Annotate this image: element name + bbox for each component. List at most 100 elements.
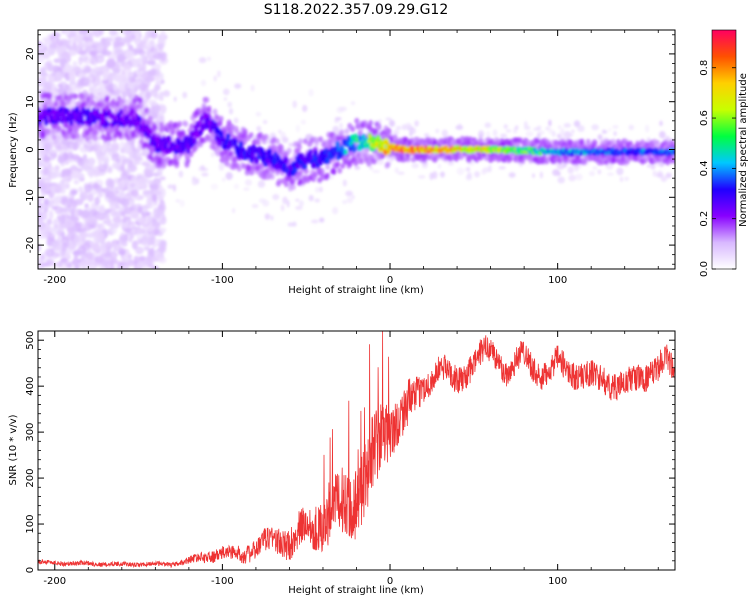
- spectrogram-cell: [616, 167, 624, 176]
- spectrogram-cell: [148, 115, 154, 122]
- spectrogram-cell: [619, 176, 624, 183]
- spectrogram-cell: [141, 111, 147, 118]
- spectrogram-cell: [44, 38, 53, 45]
- spectrogram-cell: [39, 148, 46, 154]
- spectrogram-cell: [172, 184, 177, 192]
- spectrogram-cell: [159, 209, 165, 214]
- spectrogram-cell: [58, 83, 64, 89]
- spectrogram-cell: [152, 123, 158, 130]
- spectrogram-cell: [435, 128, 440, 134]
- spectrogram-cell: [89, 87, 95, 94]
- spectrogram-cell: [81, 242, 92, 251]
- spectrogram-cell: [520, 158, 526, 165]
- spectrogram-cell: [103, 43, 109, 49]
- spectrogram-cell: [284, 156, 289, 164]
- spectrogram-cell: [201, 172, 209, 177]
- spectrogram-cell: [102, 71, 108, 81]
- spectrogram-cell: [73, 66, 82, 72]
- spectrogram-cell: [118, 131, 123, 138]
- spectrogram-cell: [657, 170, 664, 178]
- spectrogram-cell: [90, 54, 96, 60]
- spectrogram-cell: [104, 213, 110, 220]
- spectrogram-cell: [101, 143, 109, 149]
- spectrogram-cell: [369, 165, 373, 171]
- spectrogram-heatmap: [38, 30, 675, 269]
- spectrogram-cell: [548, 119, 552, 127]
- spectrogram-cell: [55, 184, 62, 194]
- spectrogram-cell: [283, 181, 289, 188]
- spectrogram-cell: [64, 83, 70, 91]
- spectrogram-cell: [60, 195, 69, 200]
- spectrogram-cell: [295, 198, 300, 202]
- spectrogram-cell: [45, 128, 51, 135]
- spectrogram-cell: [155, 70, 161, 77]
- spectrogram-cell: [152, 177, 162, 186]
- spectrogram-cell: [121, 234, 127, 244]
- spectrogram-cell: [66, 232, 76, 241]
- spectrogram-cell: [182, 91, 188, 99]
- spectrogram-cell: [44, 136, 50, 142]
- spectrogram-cell: [138, 255, 146, 262]
- spectrogram-cell: [73, 254, 79, 264]
- spectrogram-cell: [155, 80, 162, 87]
- spectrogram-cell: [302, 104, 308, 113]
- spectrogram-cell: [144, 168, 153, 177]
- spectrogram-cell: [492, 129, 498, 137]
- spectrogram-cell: [72, 93, 78, 100]
- spectrogram-cell: [339, 106, 347, 112]
- spectrogram-cell: [217, 139, 222, 147]
- spectrogram-cell: [503, 124, 508, 129]
- spectrogram-cell: [640, 139, 645, 146]
- spectrogram-cell: [94, 196, 101, 206]
- spectrogram-cell: [210, 183, 219, 190]
- spectrogram-cell: [129, 182, 135, 188]
- spectrogram-cell: [335, 140, 340, 148]
- spectrogram-cell: [77, 228, 87, 233]
- spectrogram-cell: [120, 179, 126, 186]
- spectrogram-cell: [88, 93, 94, 100]
- spectrogram-cell: [44, 119, 49, 127]
- spectrogram-cell: [162, 160, 168, 167]
- spectrogram-cell: [315, 186, 319, 193]
- spectrogram-cell: [251, 204, 259, 209]
- spectrogram-cell: [86, 232, 95, 239]
- spectrogram-cell: [298, 169, 303, 176]
- spectrogram-cell: [58, 45, 68, 52]
- spectrogram-cell: [82, 36, 91, 42]
- spectrogram-cell: [93, 129, 99, 135]
- spectrogram-cell: [84, 135, 90, 142]
- spectrogram-cell: [108, 30, 118, 36]
- spectrogram-cell: [149, 68, 157, 76]
- spectrogram-cell: [525, 139, 531, 146]
- spectrogram-cell: [114, 77, 124, 82]
- spectrogram-cell: [38, 159, 45, 168]
- spectrogram-cell: [525, 131, 534, 137]
- spectrogram-cell: [218, 162, 225, 171]
- spectrogram-cell: [96, 46, 104, 52]
- spectrogram-cell: [281, 136, 289, 144]
- spectrogram-cell: [233, 183, 239, 190]
- spectrogram-cell: [86, 108, 91, 115]
- spectrogram-cell: [73, 250, 80, 255]
- spectrogram-cell: [77, 38, 84, 48]
- spectrogram-cell: [318, 136, 324, 143]
- spectrogram-cell: [243, 187, 250, 191]
- spectrogram-cell: [569, 133, 574, 137]
- spectrogram-cell: [337, 167, 343, 174]
- spectrogram-cell: [178, 170, 184, 178]
- spectrogram-cell: [167, 184, 174, 189]
- spectrogram-cell: [579, 138, 585, 145]
- spectrogram-cell: [137, 176, 148, 185]
- spectrogram-cell: [66, 197, 73, 208]
- spectrogram-cell: [125, 127, 130, 134]
- spectrogram-cell: [69, 30, 80, 34]
- spectrogram-cell: [308, 194, 314, 202]
- spectrogram-cell: [43, 207, 49, 213]
- spectrogram-cell: [81, 209, 91, 219]
- spectrogram-cell: [196, 178, 200, 185]
- spectrogram-cell: [610, 138, 616, 145]
- spectrogram-cell: [145, 91, 152, 100]
- spectrogram-cell: [346, 197, 354, 204]
- spectrogram-cell: [225, 172, 233, 180]
- spectrogram-cell: [48, 210, 54, 220]
